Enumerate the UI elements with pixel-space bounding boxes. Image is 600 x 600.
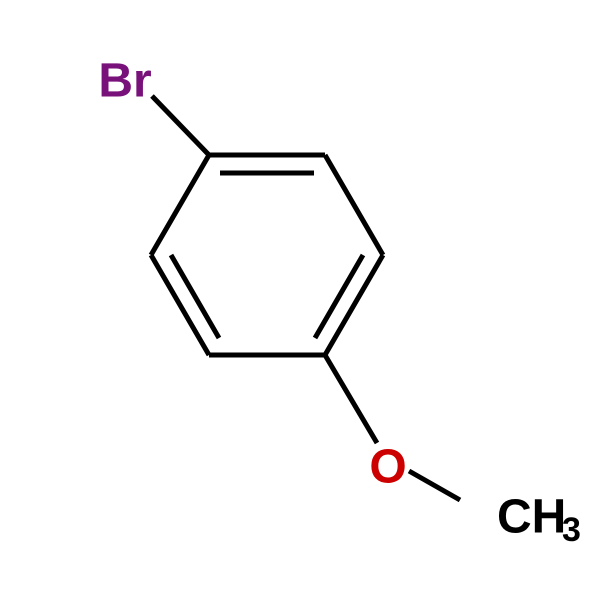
bond <box>151 155 209 255</box>
bonds-layer <box>151 96 460 500</box>
bond <box>325 355 377 443</box>
molecule-canvas: Br O CH3 <box>0 0 600 600</box>
atom-label-br: Br <box>98 55 151 108</box>
bond <box>409 471 460 500</box>
atom-labels-layer: Br O CH3 <box>98 55 581 549</box>
bond <box>171 255 219 338</box>
bond <box>152 96 209 155</box>
atom-label-ch3_sub: 3 <box>562 511 581 549</box>
bond <box>315 255 363 338</box>
atom-label-ch3: CH <box>497 491 566 544</box>
bond <box>325 155 383 255</box>
atom-label-o: O <box>369 441 406 494</box>
